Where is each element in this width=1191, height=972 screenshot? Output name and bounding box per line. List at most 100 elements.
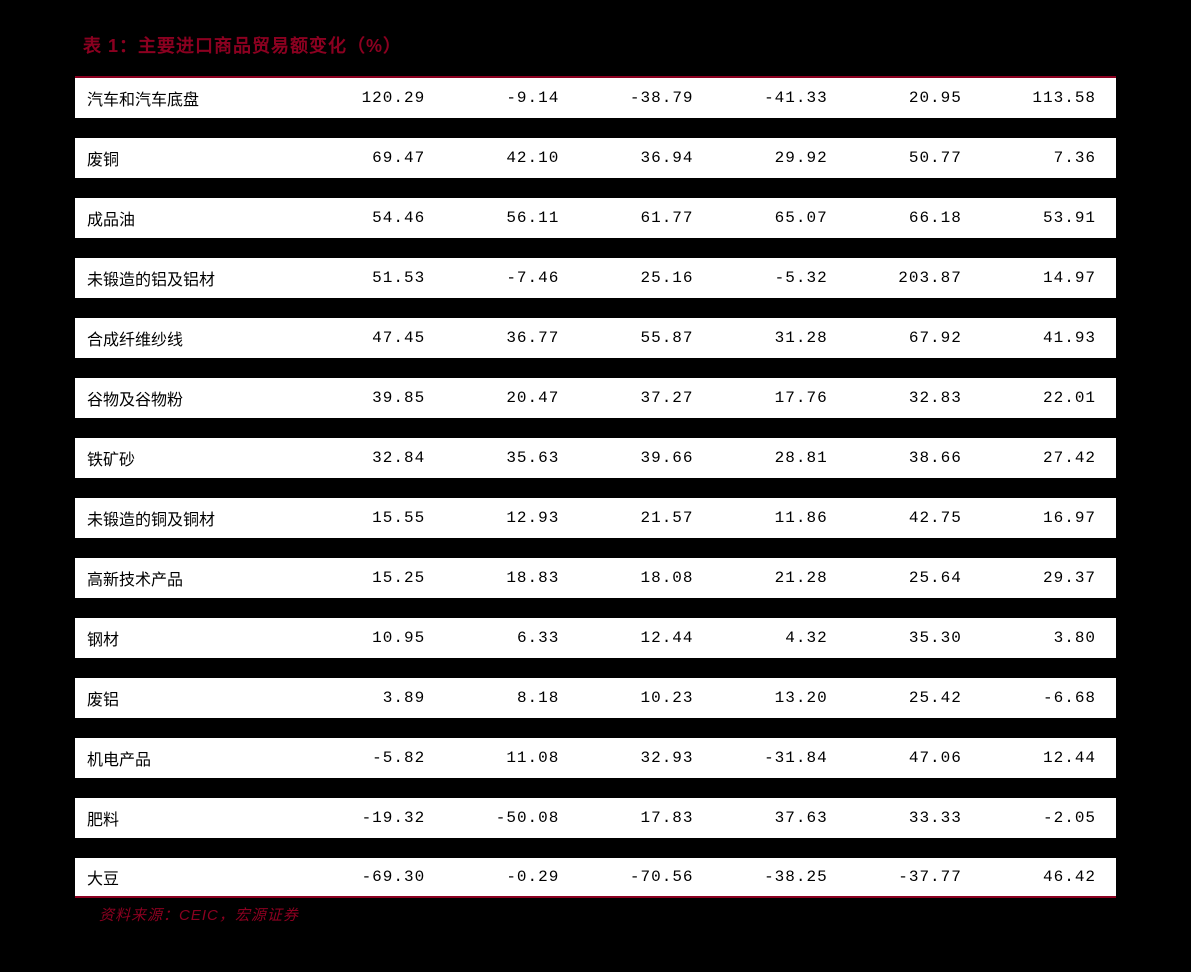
row-label: 机电产品 <box>83 746 303 770</box>
row-spacer <box>75 418 1116 438</box>
row-spacer <box>75 298 1116 318</box>
table-row: 钢材10.956.3312.444.3235.303.80 <box>75 618 1116 658</box>
value-cell: -6.68 <box>974 689 1108 707</box>
value-cell: 25.64 <box>840 569 974 587</box>
value-cell: 54.46 <box>303 209 437 227</box>
value-cell: 11.08 <box>437 749 571 767</box>
row-spacer <box>75 118 1116 138</box>
row-label: 未锻造的铝及铝材 <box>83 266 303 290</box>
value-cell: -38.79 <box>571 89 705 107</box>
value-cell: -0.29 <box>437 868 571 886</box>
value-cell: -69.30 <box>303 868 437 886</box>
value-cell: 41.93 <box>974 329 1108 347</box>
row-label: 未锻造的铜及铜材 <box>83 506 303 530</box>
value-cell: 3.89 <box>303 689 437 707</box>
value-cell: -50.08 <box>437 809 571 827</box>
value-cell: -31.84 <box>706 749 840 767</box>
table-row: 铁矿砂32.8435.6339.6628.8138.6627.42 <box>75 438 1116 478</box>
row-spacer <box>75 598 1116 618</box>
value-cell: 33.33 <box>840 809 974 827</box>
value-cell: -9.14 <box>437 89 571 107</box>
value-cell: -7.46 <box>437 269 571 287</box>
value-cell: 16.97 <box>974 509 1108 527</box>
row-spacer <box>75 658 1116 678</box>
value-cell: 21.28 <box>706 569 840 587</box>
table-row: 高新技术产品15.2518.8318.0821.2825.6429.37 <box>75 558 1116 598</box>
value-cell: 47.06 <box>840 749 974 767</box>
table-container: 表 1：主要进口商品贸易额变化（%） 汽车和汽车底盘120.29-9.14-38… <box>0 20 1191 931</box>
value-cell: -70.56 <box>571 868 705 886</box>
value-cell: 32.83 <box>840 389 974 407</box>
table-row: 肥料-19.32-50.0817.8337.6333.33-2.05 <box>75 798 1116 838</box>
value-cell: 61.77 <box>571 209 705 227</box>
value-cell: 29.37 <box>974 569 1108 587</box>
value-cell: 8.18 <box>437 689 571 707</box>
table-row: 谷物及谷物粉39.8520.4737.2717.7632.8322.01 <box>75 378 1116 418</box>
value-cell: 12.44 <box>571 629 705 647</box>
value-cell: 120.29 <box>303 89 437 107</box>
value-cell: 69.47 <box>303 149 437 167</box>
value-cell: 42.75 <box>840 509 974 527</box>
table-body: 汽车和汽车底盘120.29-9.14-38.79-41.3320.95113.5… <box>75 76 1116 898</box>
value-cell: 65.07 <box>706 209 840 227</box>
value-cell: 7.36 <box>974 149 1108 167</box>
value-cell: 56.11 <box>437 209 571 227</box>
value-cell: 67.92 <box>840 329 974 347</box>
row-label: 合成纤维纱线 <box>83 326 303 350</box>
source-citation: 资料来源：CEIC，宏源证券 <box>75 898 1116 931</box>
value-cell: 31.28 <box>706 329 840 347</box>
value-cell: 22.01 <box>974 389 1108 407</box>
row-spacer <box>75 538 1116 558</box>
row-spacer <box>75 838 1116 858</box>
row-spacer <box>75 238 1116 258</box>
row-spacer <box>75 358 1116 378</box>
value-cell: 50.77 <box>840 149 974 167</box>
row-spacer <box>75 478 1116 498</box>
row-label: 高新技术产品 <box>83 566 303 590</box>
value-cell: 25.16 <box>571 269 705 287</box>
table-row: 未锻造的铜及铜材15.5512.9321.5711.8642.7516.97 <box>75 498 1116 538</box>
row-label: 铁矿砂 <box>83 446 303 470</box>
value-cell: 17.76 <box>706 389 840 407</box>
value-cell: 36.77 <box>437 329 571 347</box>
row-label: 汽车和汽车底盘 <box>83 86 303 110</box>
row-label: 肥料 <box>83 806 303 830</box>
value-cell: -19.32 <box>303 809 437 827</box>
value-cell: 15.55 <box>303 509 437 527</box>
value-cell: -2.05 <box>974 809 1108 827</box>
value-cell: 32.84 <box>303 449 437 467</box>
row-spacer <box>75 178 1116 198</box>
value-cell: 20.47 <box>437 389 571 407</box>
table-row: 废铝3.898.1810.2313.2025.42-6.68 <box>75 678 1116 718</box>
value-cell: -41.33 <box>706 89 840 107</box>
value-cell: -5.32 <box>706 269 840 287</box>
value-cell: 66.18 <box>840 209 974 227</box>
value-cell: 39.85 <box>303 389 437 407</box>
value-cell: 12.93 <box>437 509 571 527</box>
value-cell: 13.20 <box>706 689 840 707</box>
value-cell: 35.30 <box>840 629 974 647</box>
value-cell: 3.80 <box>974 629 1108 647</box>
table-row: 合成纤维纱线47.4536.7755.8731.2867.9241.93 <box>75 318 1116 358</box>
value-cell: 42.10 <box>437 149 571 167</box>
value-cell: 46.42 <box>974 868 1108 886</box>
value-cell: 37.27 <box>571 389 705 407</box>
value-cell: 38.66 <box>840 449 974 467</box>
value-cell: 27.42 <box>974 449 1108 467</box>
value-cell: 39.66 <box>571 449 705 467</box>
row-spacer <box>75 718 1116 738</box>
value-cell: 18.83 <box>437 569 571 587</box>
value-cell: -38.25 <box>706 868 840 886</box>
value-cell: 113.58 <box>974 89 1108 107</box>
value-cell: 14.97 <box>974 269 1108 287</box>
row-label: 废铜 <box>83 146 303 170</box>
row-spacer <box>75 778 1116 798</box>
table-row: 废铜69.4742.1036.9429.9250.777.36 <box>75 138 1116 178</box>
value-cell: 47.45 <box>303 329 437 347</box>
value-cell: 55.87 <box>571 329 705 347</box>
value-cell: 36.94 <box>571 149 705 167</box>
value-cell: -5.82 <box>303 749 437 767</box>
value-cell: 10.23 <box>571 689 705 707</box>
table-row: 大豆-69.30-0.29-70.56-38.25-37.7746.42 <box>75 858 1116 898</box>
value-cell: 6.33 <box>437 629 571 647</box>
